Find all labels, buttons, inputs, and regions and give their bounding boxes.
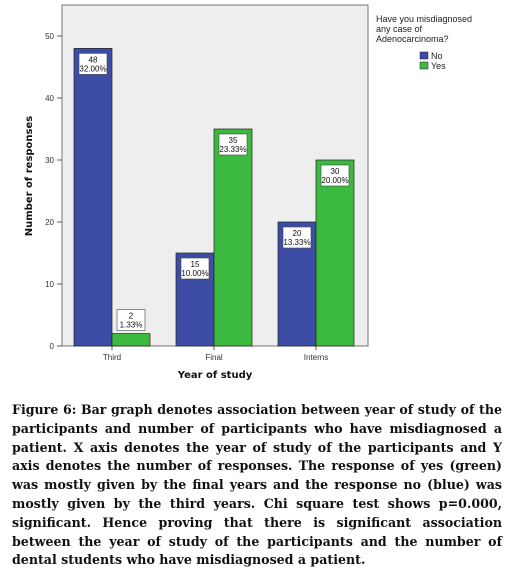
x-tick-label: Third bbox=[103, 353, 121, 362]
y-tick-label: 0 bbox=[50, 342, 55, 351]
y-tick-label: 10 bbox=[45, 280, 54, 289]
data-label-percent: 23.33% bbox=[219, 145, 246, 154]
data-label-percent: 13.33% bbox=[283, 238, 310, 247]
data-label-box bbox=[282, 226, 312, 249]
x-tick-label: Interns bbox=[304, 353, 328, 362]
y-tick-label: 20 bbox=[45, 218, 54, 227]
data-label-percent: 1.33% bbox=[120, 321, 143, 330]
data-label-box bbox=[78, 53, 108, 75]
data-label-box bbox=[116, 309, 146, 331]
bar-yes-interns bbox=[315, 159, 355, 347]
x-axis-title: Year of study bbox=[177, 370, 253, 381]
data-label-count: 2 bbox=[129, 312, 134, 321]
data-label-count: 35 bbox=[229, 136, 238, 145]
data-label-percent: 20.00% bbox=[321, 176, 348, 185]
data-label-count: 30 bbox=[331, 167, 340, 176]
legend-swatch-no bbox=[419, 51, 429, 60]
bar-yes-third bbox=[111, 333, 151, 347]
bar-no-third bbox=[73, 48, 113, 347]
chart: 48 32.00% 2 1.33% 15 10.00% 35 23.33% 20 13.33% 30… bbox=[24, 4, 475, 381]
bar-yes-final bbox=[213, 128, 253, 347]
bar-chart-svg: 4832.00%21.33%1510.00%3523.33%2013.33%30… bbox=[24, 4, 475, 381]
data-label-count: 15 bbox=[191, 260, 200, 269]
data-label-box bbox=[320, 164, 350, 187]
legend: Have you misdiagnosed any case of Adenoc… bbox=[376, 14, 475, 71]
data-label-percent: 10.00% bbox=[181, 269, 208, 278]
legend-swatch-yes bbox=[419, 61, 429, 70]
y-tick-label: 40 bbox=[45, 94, 54, 103]
legend-title: Have you misdiagnosed any case of Adenoc… bbox=[376, 14, 475, 44]
data-label-percent: 32.00% bbox=[79, 64, 106, 73]
data-label-count: 48 bbox=[89, 55, 98, 64]
x-tick-label: Final bbox=[205, 353, 223, 362]
legend-label-no: No bbox=[431, 51, 443, 61]
data-label-box bbox=[180, 257, 210, 280]
y-tick-label: 30 bbox=[45, 156, 54, 165]
figure-caption: Figure 6: Bar graph denotes association … bbox=[12, 402, 502, 568]
y-axis-title: Number of responses bbox=[24, 116, 35, 237]
data-label-box bbox=[218, 133, 248, 156]
y-tick-label: 50 bbox=[45, 32, 54, 41]
legend-label-yes: Yes bbox=[431, 61, 446, 71]
data-label-count: 20 bbox=[293, 229, 302, 238]
